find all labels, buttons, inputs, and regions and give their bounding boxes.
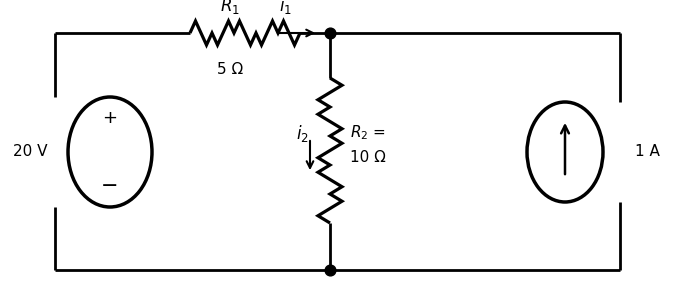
Text: 10 Ω: 10 Ω bbox=[350, 151, 386, 166]
Text: 5 Ω: 5 Ω bbox=[217, 62, 243, 77]
Point bbox=[324, 268, 335, 272]
Text: $i_2$: $i_2$ bbox=[295, 122, 308, 143]
Text: −: − bbox=[101, 176, 119, 196]
Text: $R_2$ =: $R_2$ = bbox=[350, 124, 386, 142]
Text: 1 A: 1 A bbox=[635, 145, 660, 160]
Text: $i_1$: $i_1$ bbox=[279, 0, 291, 16]
Text: $R_1$: $R_1$ bbox=[220, 0, 240, 16]
Text: 20 V: 20 V bbox=[13, 145, 47, 160]
Text: +: + bbox=[103, 109, 118, 127]
Point bbox=[324, 31, 335, 35]
